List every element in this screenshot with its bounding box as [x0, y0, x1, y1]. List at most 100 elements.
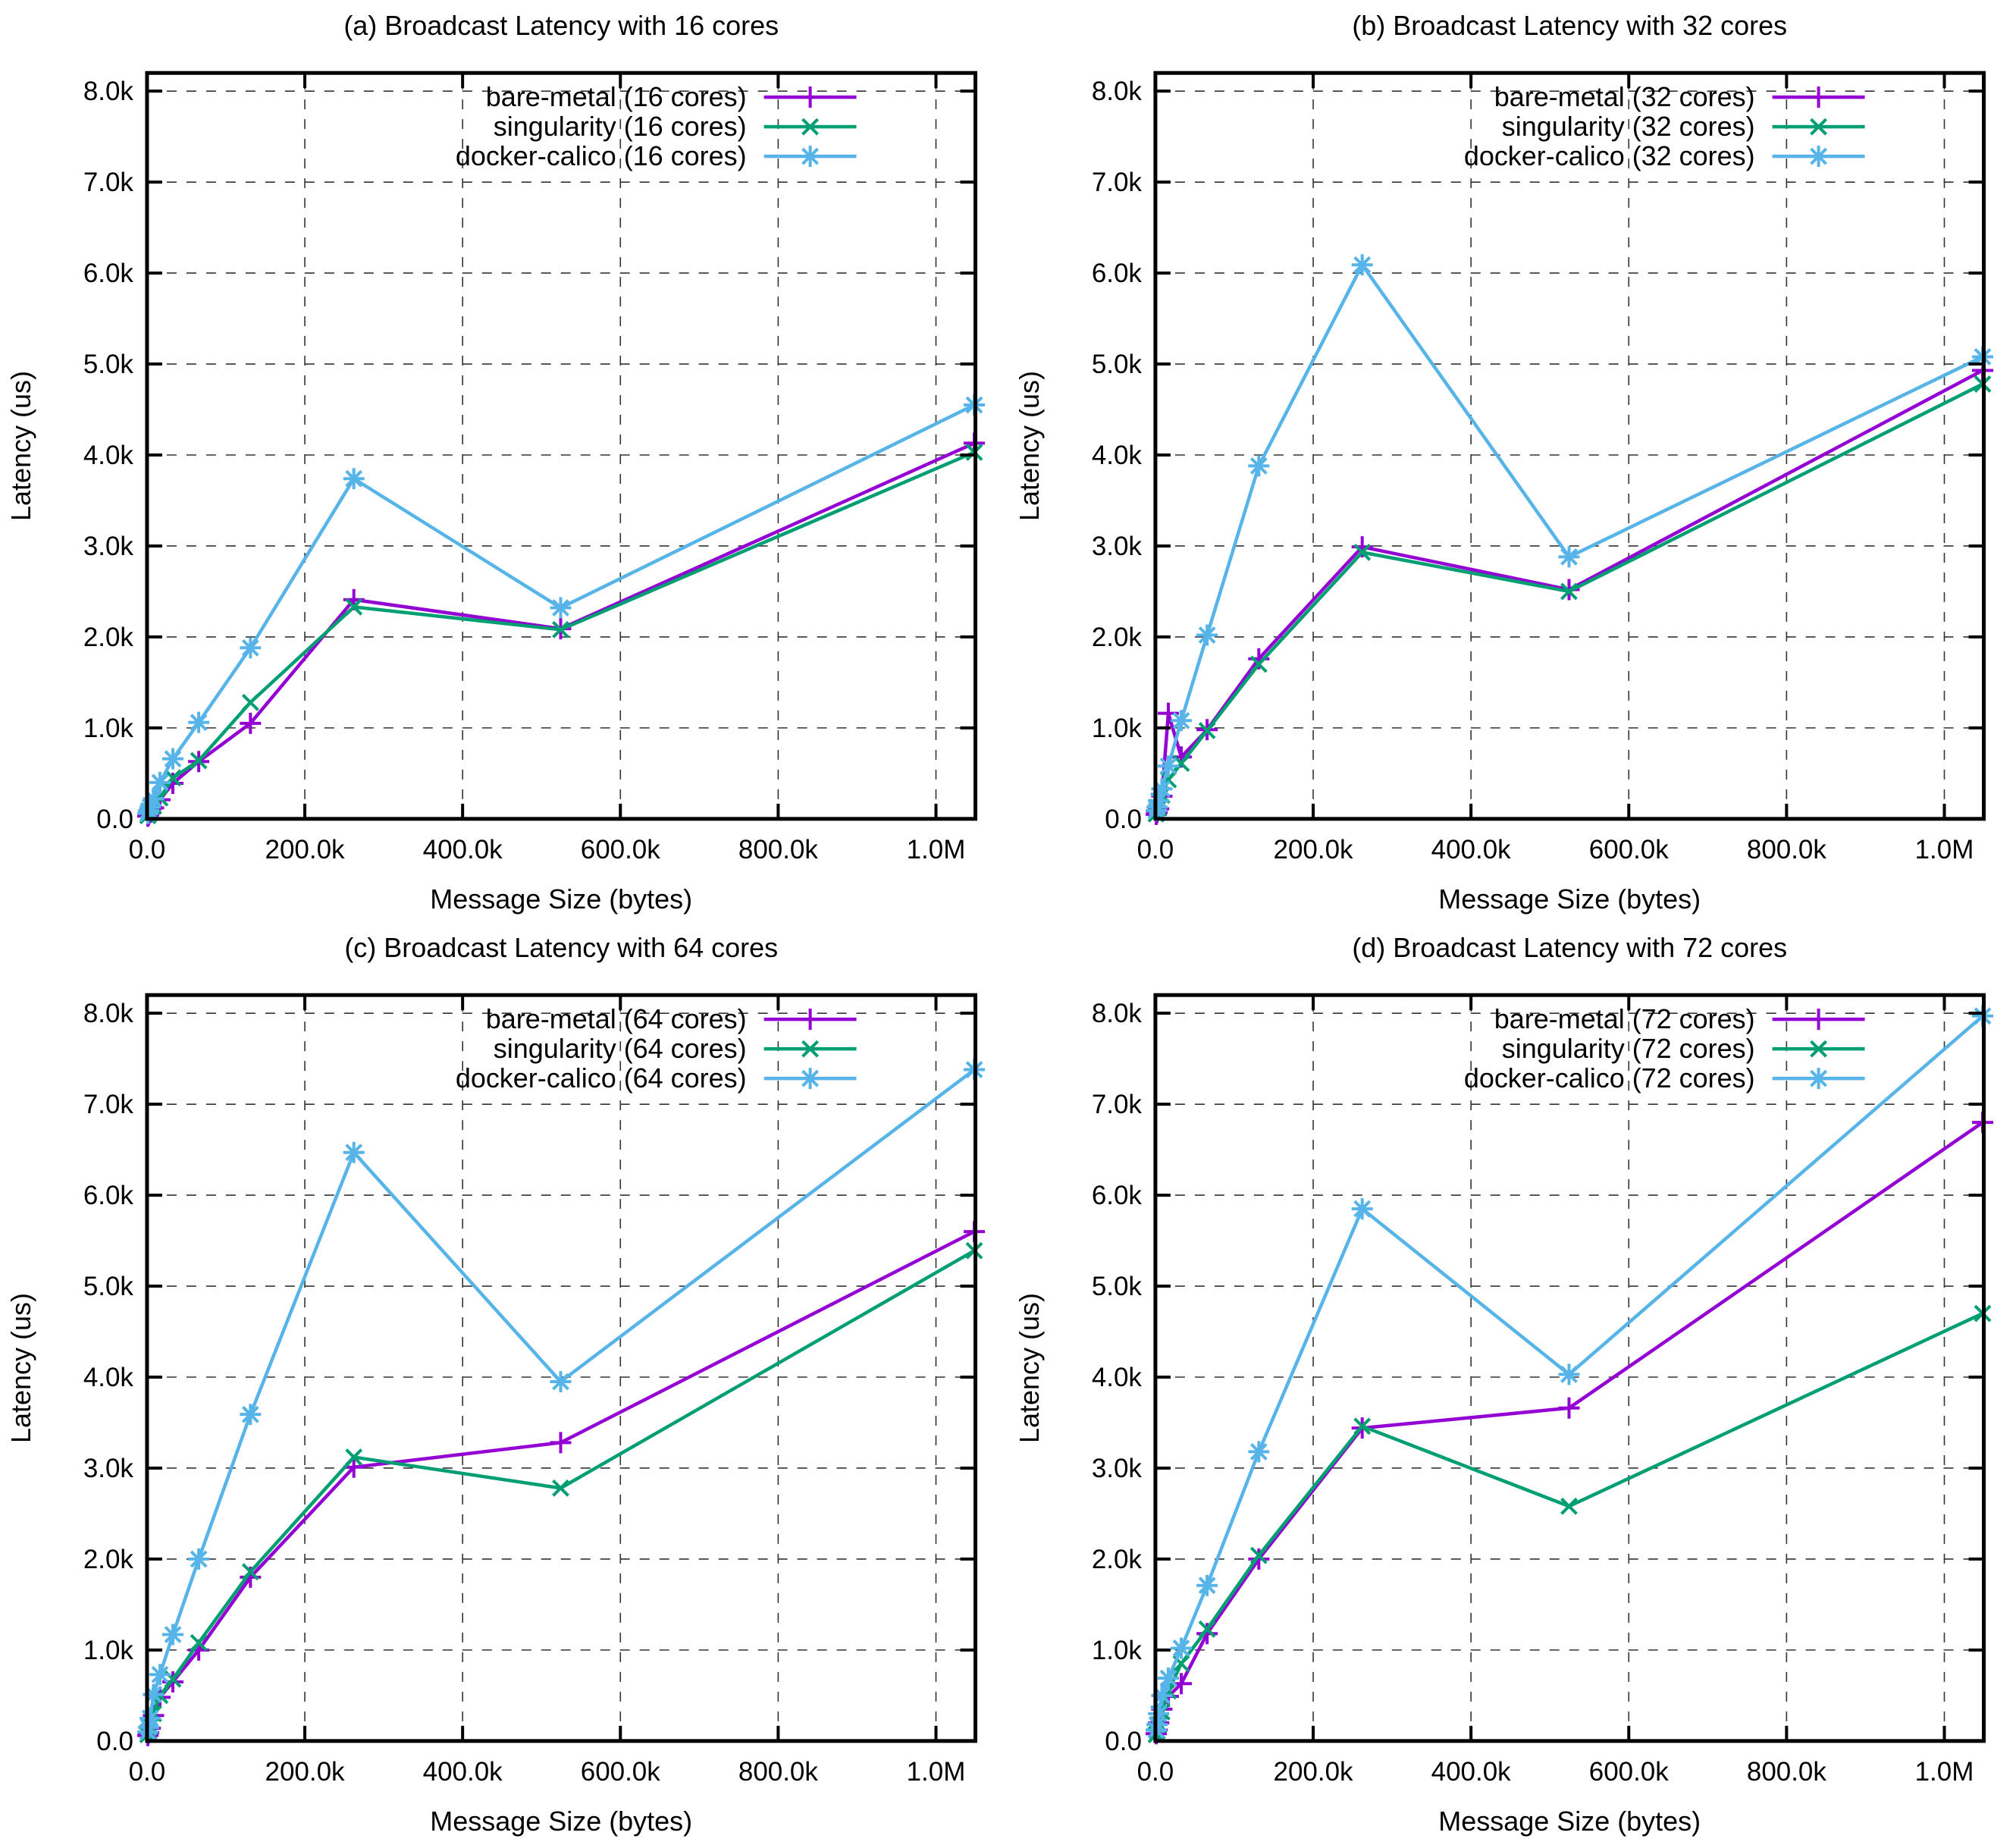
y-axis-label: Latency (us) [5, 1293, 36, 1443]
chart-b-broadcast-latency-32-cores: (b) Broadcast Latency with 32 cores 0.0 20… [1008, 0, 2016, 922]
y-axis-label: Latency (us) [1013, 1293, 1044, 1443]
tick-marks [145, 73, 976, 821]
legend-plus-marker [799, 86, 821, 108]
legend-asterisk-marker [1808, 1068, 1829, 1090]
asterisk-marker [1351, 254, 1373, 276]
x-tick-label: 200.0k [1273, 835, 1353, 864]
cross-marker [1249, 1546, 1268, 1564]
legend-label: bare-metal (32 cores) [1494, 81, 1754, 112]
x-axis-label: Message Size (bytes) [1438, 1806, 1701, 1837]
x-tick-label: 800.0k [1746, 835, 1826, 864]
y-tick-label: 0.0 [1105, 1727, 1142, 1756]
cross-marker [1353, 543, 1371, 561]
plus-marker [240, 712, 262, 734]
x-axis-label: Message Size (bytes) [1438, 883, 1701, 915]
legend-plus-marker [1808, 1009, 1829, 1031]
asterisk-marker [240, 1404, 262, 1426]
series-line [146, 1230, 976, 1737]
asterisk-marker [550, 1371, 572, 1392]
y-tick-label: 0.0 [96, 805, 133, 834]
asterisk-marker [149, 1664, 171, 1686]
y-tick-labels: 0.0 1.0k 2.0k 3.0k 4.0k 5.0k 6.0k 7.0k 8.0k [1091, 999, 1142, 1756]
asterisk-marker [140, 1707, 161, 1729]
cross-marker [1560, 582, 1578, 601]
cross-marker [345, 598, 363, 616]
series-line [1154, 1121, 1983, 1734]
y-tick-label: 4.0k [83, 441, 134, 470]
x-tick-label: 600.0k [1588, 835, 1669, 864]
legend: bare-metal (64 cores)singularity (64 cor… [456, 1003, 857, 1094]
tick-marks [145, 995, 976, 1743]
y-tick-labels: 0.0 1.0k 2.0k 3.0k 4.0k 5.0k 6.0k 7.0k 8.0k [83, 77, 134, 834]
series-docker-calico [1145, 1005, 1993, 1741]
legend-label: docker-calico (72 cores) [1463, 1062, 1754, 1094]
asterisk-marker [149, 771, 171, 793]
legend-label: bare-metal (64 cores) [486, 1003, 747, 1034]
chart-title: (b) Broadcast Latency with 32 cores [1352, 10, 1787, 41]
legend: bare-metal (32 cores)singularity (32 cor… [1463, 81, 1865, 171]
tick-marks [1153, 73, 1984, 821]
x-axis-label: Message Size (bytes) [430, 883, 692, 915]
cross-marker [190, 751, 208, 770]
asterisk-marker [1150, 1684, 1172, 1706]
asterisk-marker [1157, 1668, 1179, 1690]
x-tick-label: 400.0k [1431, 1757, 1511, 1787]
cross-marker [241, 1563, 259, 1581]
x-tick-label: 200.0k [265, 835, 346, 864]
legend-label: bare-metal (72 cores) [1494, 1003, 1754, 1034]
legend-asterisk-marker [799, 146, 821, 168]
y-tick-label: 0.0 [96, 1727, 133, 1756]
x-tick-labels: 0.0 200.0k 400.0k 600.0k 800.0k 1.0M [1137, 835, 1974, 864]
asterisk-marker [188, 711, 210, 733]
asterisk-marker [1557, 1363, 1579, 1385]
y-tick-label: 1.0k [83, 714, 134, 743]
chart-title: (c) Broadcast Latency with 64 cores [344, 932, 778, 963]
x-tick-label: 1.0M [907, 835, 966, 864]
asterisk-marker [1557, 546, 1579, 568]
legend-item-docker-calico: docker-calico (72 cores) [1463, 1062, 1865, 1094]
cross-marker [1198, 1620, 1216, 1638]
legend-label: docker-calico (64 cores) [456, 1062, 747, 1094]
x-tick-label: 200.0k [265, 1757, 346, 1787]
cross-marker [1249, 655, 1268, 673]
x-tick-label: 0.0 [129, 835, 166, 864]
x-tick-label: 200.0k [1273, 1757, 1353, 1787]
legend-label: singularity (64 cores) [494, 1033, 747, 1064]
legend-item-docker-calico: docker-calico (64 cores) [456, 1062, 857, 1094]
legend-cross-marker [801, 118, 820, 136]
chart-title: (a) Broadcast Latency with 16 cores [343, 10, 779, 41]
legend-item-singularity: singularity (16 cores) [494, 111, 857, 142]
legend-item-bare-metal: bare-metal (64 cores) [486, 1003, 857, 1034]
y-tick-label: 7.0k [83, 168, 134, 197]
y-tick-label: 4.0k [83, 1363, 134, 1392]
asterisk-marker [343, 468, 365, 490]
asterisk-marker [1170, 1637, 1192, 1659]
legend-plus-marker [1808, 86, 1829, 108]
x-tick-label: 0.0 [1137, 1757, 1174, 1787]
gridlines [146, 995, 976, 1741]
asterisk-marker [343, 1141, 365, 1163]
x-tick-label: 1.0M [907, 1757, 966, 1787]
y-tick-label: 5.0k [83, 350, 134, 379]
legend-asterisk-marker [799, 1068, 821, 1090]
legend-asterisk-marker [1808, 146, 1829, 168]
asterisk-marker [143, 788, 165, 810]
legend-item-bare-metal: bare-metal (32 cores) [1494, 81, 1865, 112]
y-tick-label: 1.0k [83, 1636, 134, 1665]
asterisk-marker [1196, 1574, 1218, 1596]
chart-b-svg: (b) Broadcast Latency with 32 cores 0.0 20… [1013, 10, 1993, 915]
x-tick-labels: 0.0 200.0k 400.0k 600.0k 800.0k 1.0M [129, 835, 966, 864]
y-tick-label: 2.0k [83, 623, 134, 652]
asterisk-marker [1247, 455, 1269, 477]
y-tick-label: 1.0k [1091, 714, 1142, 743]
y-axis-label: Latency (us) [5, 371, 36, 521]
x-tick-label: 400.0k [1431, 835, 1511, 864]
chart-a-broadcast-latency-16-cores: (a) Broadcast Latency with 16 cores 0.0 20… [0, 0, 1008, 922]
y-tick-label: 3.0k [83, 1454, 134, 1483]
y-tick-label: 5.0k [1091, 1272, 1142, 1301]
y-axis-label: Latency (us) [1013, 371, 1044, 521]
cross-marker [1172, 755, 1190, 773]
legend-label: docker-calico (16 cores) [456, 140, 747, 171]
series-docker-calico [1145, 254, 1993, 822]
